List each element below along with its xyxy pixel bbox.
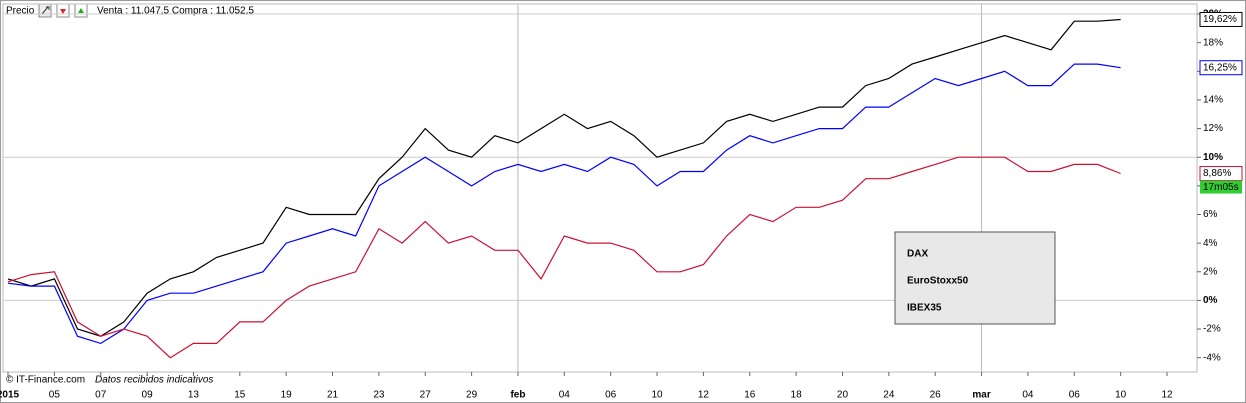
last-value-box (1199, 60, 1243, 76)
last-value-label: 16,25% (1203, 62, 1237, 73)
y-tick-label: 6% (1203, 209, 1218, 220)
x-tick-label: feb (510, 390, 525, 401)
last-value-label: 8,86% (1203, 168, 1231, 179)
down-arrow (60, 9, 66, 14)
timer: 17m05s (1203, 182, 1239, 193)
x-tick-label: 04 (1022, 390, 1034, 401)
y-tick-label: 12% (1203, 123, 1223, 134)
legend-box (894, 231, 1056, 325)
source: © IT-Finance.com (6, 375, 85, 386)
x-tick-label: 10 (1115, 390, 1127, 401)
last-value-box (1199, 11, 1243, 27)
y-tick-label: 4% (1203, 238, 1218, 249)
series-line (7, 63, 1121, 345)
x-tick-label: 19 (281, 390, 293, 401)
series-line (7, 18, 1121, 337)
wrench-icon (41, 6, 50, 15)
series-line (7, 156, 1121, 359)
y-tick-label: 10% (1203, 152, 1223, 163)
legend-entry: DAX (907, 249, 928, 260)
legend-entry: IBEX35 (907, 303, 942, 314)
x-tick-label: 26 (930, 390, 942, 401)
y-tick-label: -4% (1203, 352, 1221, 363)
x-tick-label: 13 (188, 390, 200, 401)
x-tick-label: 20 (837, 390, 849, 401)
x-tick-label: 07 (95, 390, 107, 401)
y-tick-label: 14% (1203, 95, 1223, 106)
source-note: Datos recibidos indicativos (95, 375, 213, 386)
x-tick-label: 2015 (0, 390, 20, 401)
x-tick-label: 09 (142, 390, 154, 401)
y-tick-label: -2% (1203, 324, 1221, 335)
x-tick-label: 29 (466, 390, 478, 401)
x-tick-label: 15 (234, 390, 246, 401)
y-tick-label: 2% (1203, 266, 1218, 277)
timer-box (1200, 180, 1242, 194)
legend-entry: EuroStoxx50 (907, 276, 969, 287)
header-label: Precio (6, 6, 35, 17)
x-tick-label: 23 (373, 390, 385, 401)
x-tick-label: 06 (605, 390, 617, 401)
quote: Venta : 11.047,5 Compra : 11.052,5 (97, 6, 254, 17)
x-tick-label: 21 (327, 390, 339, 401)
x-tick-label: 24 (883, 390, 895, 401)
x-tick-label: 12 (698, 390, 710, 401)
y-tick-label: 18% (1203, 37, 1223, 48)
x-tick-label: 05 (49, 390, 61, 401)
x-tick-label: mar (972, 390, 990, 401)
last-value-label: 19,62% (1203, 14, 1237, 25)
x-tick-label: 27 (420, 390, 432, 401)
x-tick-label: 16 (744, 390, 756, 401)
y-tick-label: 0% (1203, 295, 1218, 306)
up-arrow (78, 8, 84, 13)
plot-area (2, 3, 1198, 373)
x-tick-label: 18 (791, 390, 803, 401)
x-tick-label: 04 (559, 390, 571, 401)
x-tick-label: 12 (1161, 390, 1173, 401)
x-tick-label: 06 (1069, 390, 1081, 401)
x-tick-label: 10 (651, 390, 663, 401)
